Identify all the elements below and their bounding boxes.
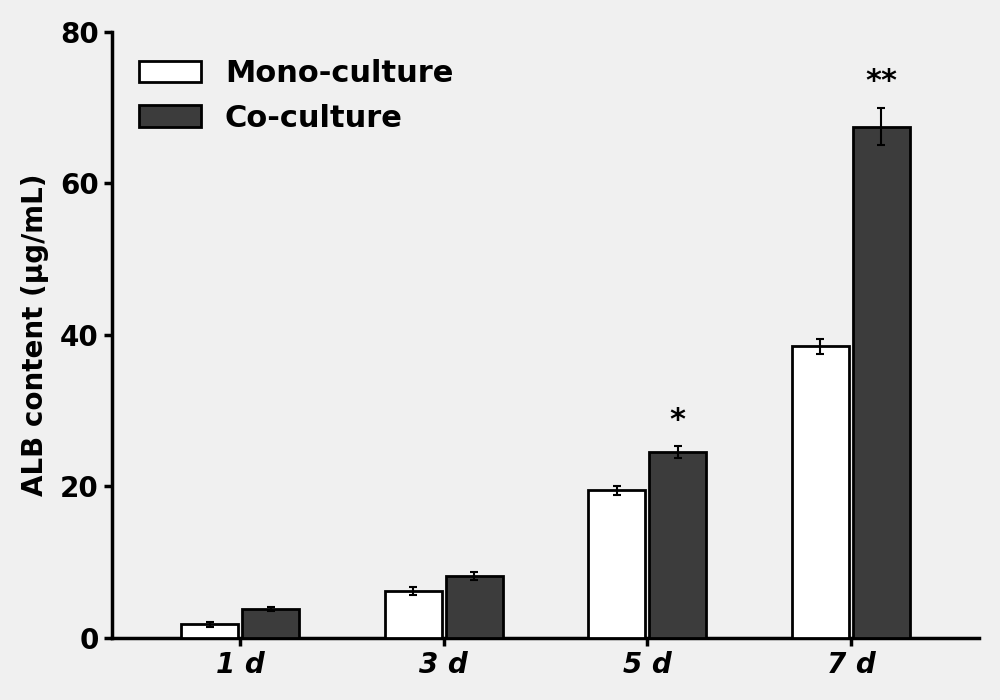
Bar	[792, 346, 849, 638]
Legend: Mono-culture, Co-culture: Mono-culture, Co-culture	[127, 47, 466, 145]
Y-axis label: ALB content (μg/mL): ALB content (μg/mL)	[21, 174, 49, 496]
Bar	[853, 127, 910, 638]
Bar	[181, 624, 238, 638]
Bar	[588, 490, 645, 638]
Bar	[242, 609, 299, 638]
Bar	[446, 576, 503, 638]
Text: **: **	[865, 67, 897, 96]
Text: *: *	[670, 406, 686, 435]
Bar	[649, 452, 706, 638]
Bar	[385, 591, 442, 638]
